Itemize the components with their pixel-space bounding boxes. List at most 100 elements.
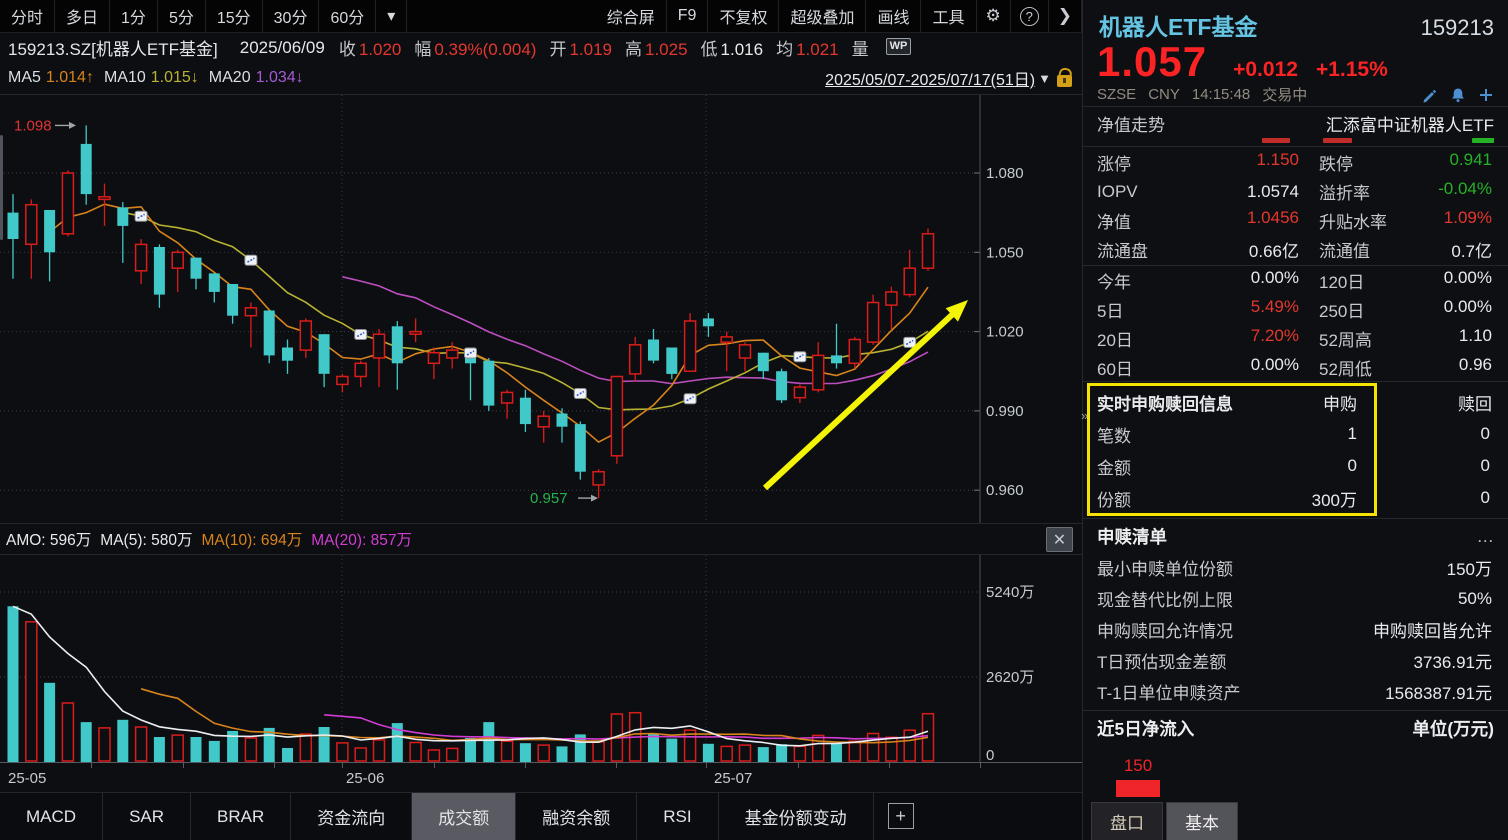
quote-field: 量 — [851, 40, 869, 59]
indicator-tab[interactable]: 资金流向 — [291, 793, 413, 840]
add-watch-icon[interactable] — [1478, 87, 1494, 103]
ma-legend-row: MA5 1.014↑ MA10 1.015↓ MA20 1.034↓ 2025/05/07… — [0, 62, 1082, 95]
panel-collapse-icon[interactable]: » — [1081, 408, 1089, 423]
nav-trend-row[interactable]: 净值走势 汇添富中证机器人ETF — [1097, 108, 1494, 138]
svg-text:1.080: 1.080 — [986, 165, 1024, 182]
clipped-value-fragment — [1323, 138, 1352, 143]
toolbar-period-item[interactable]: 1分 — [110, 0, 158, 32]
toolbar-tool-item[interactable]: 工具 — [921, 0, 977, 32]
time-axis-tick — [525, 763, 526, 768]
date-range-selector[interactable]: 2025/05/07-2025/07/17(51日) — [825, 72, 1036, 89]
toolbar-tool-item[interactable]: 超级叠加 — [779, 0, 867, 32]
price-change: +0.012 — [1233, 58, 1298, 81]
gear-icon[interactable]: ⚙ — [977, 0, 1011, 32]
price-change-pct: +1.15% — [1315, 58, 1388, 81]
chart-scroll-strip[interactable] — [0, 135, 3, 240]
panel-tab[interactable]: 盘口 — [1091, 802, 1163, 840]
svg-text:0.990: 0.990 — [986, 403, 1024, 420]
fund-name: 机器人ETF基金 — [1099, 14, 1258, 40]
chevron-right-icon[interactable]: ❯ — [1049, 0, 1082, 32]
volume-chart[interactable]: 5240万 2620万 0 — [0, 555, 1082, 764]
candlestick-chart[interactable]: 1.080 1.050 1.020 0.990 0.960 1.098 0.957 — [0, 95, 1082, 523]
indicator-tab[interactable]: 融资余额 — [516, 793, 638, 840]
quote-info-row: 159213.SZ[机器人ETF基金] 2025/06/09 收 1.020 幅 0.… — [0, 33, 1082, 66]
wp-badge-icon[interactable]: WP — [885, 38, 912, 55]
chevron-down-icon[interactable]: ▼ — [1038, 70, 1051, 86]
ma-legend-item: MA20 1.034↓ — [208, 69, 304, 86]
netflow-unit: 单位(万元) — [1412, 718, 1494, 739]
panel-tab-bar: 盘口 基本 — [1083, 802, 1508, 840]
last-price: 1.057 — [1097, 38, 1208, 85]
netflow-header: 近5日净流入 — [1097, 718, 1195, 739]
symbol-label: 159213.SZ[机器人ETF基金] — [8, 40, 218, 59]
clipped-value-fragment — [1262, 138, 1290, 143]
time-axis-label: 25-06 — [346, 770, 385, 787]
buy-column-header: 申购 — [1323, 394, 1357, 414]
toolbar-tool-item[interactable]: 综合屏 — [596, 0, 667, 32]
indicator-tab[interactable]: 基金份额变动 — [719, 793, 874, 840]
nav-trend-label: 净值走势 — [1097, 115, 1165, 135]
quote-field: 均 1.021 — [776, 40, 839, 59]
time-axis-tick — [274, 763, 275, 768]
netflow-bar-value: 150 — [1123, 756, 1153, 775]
indicator-tab[interactable]: 成交额 — [412, 793, 517, 840]
quote-field: 高 1.025 — [625, 40, 688, 59]
svg-text:0.960: 0.960 — [986, 482, 1024, 499]
svg-text:2620万: 2620万 — [986, 669, 1034, 686]
time-axis-label: 25-05 — [8, 770, 47, 787]
quote-time: 14:15:48 — [1191, 86, 1251, 103]
toolbar-spacer — [407, 0, 595, 32]
panel-tab[interactable]: 基本 — [1166, 802, 1238, 840]
volume-ma-label: MA(5): 580万 — [100, 532, 193, 549]
underlying-fund-name: 汇添富中证机器人ETF — [1325, 115, 1494, 135]
toolbar-tool-item[interactable]: 画线 — [866, 0, 922, 32]
toolbar-period-item[interactable]: 30分 — [263, 0, 320, 32]
quote-panel: » 机器人ETF基金 159213 1.057 +0.012 +1.15% SZ… — [1081, 0, 1508, 840]
time-axis-tick — [434, 763, 435, 768]
toolbar-period-item[interactable]: 5分 — [158, 0, 206, 32]
svg-text:0: 0 — [986, 747, 994, 762]
exchange-label: SZSE — [1097, 86, 1137, 103]
subscribe-row: 份额 300万 0 — [1097, 488, 1490, 510]
creation-list-row: 申购赎回允许情况 申购赎回皆允许 — [1097, 622, 1492, 641]
indicator-tab[interactable]: BRAR — [191, 793, 292, 840]
indicator-tab[interactable]: MACD — [0, 793, 104, 840]
quote-field: 收 1.020 — [338, 40, 402, 59]
quote-field: 低 1.016 — [700, 40, 764, 59]
netflow-bar — [1116, 780, 1160, 797]
more-icon[interactable]: … — [1476, 525, 1495, 546]
toolbar-period-item[interactable]: 60分 — [319, 0, 377, 32]
time-axis-tick — [91, 763, 92, 768]
toolbar-tool-item[interactable]: F9 — [667, 0, 709, 32]
volume-ma-label: MA(20): 857万 — [311, 532, 413, 549]
unlock-icon[interactable] — [1057, 75, 1072, 87]
help-icon[interactable]: ? — [1011, 0, 1049, 32]
clipped-value-fragment — [1472, 138, 1494, 143]
toolbar-tool-item[interactable]: 不复权 — [708, 0, 780, 32]
edit-icon[interactable] — [1422, 87, 1438, 103]
creation-list-header: 申赎清单 — [1097, 526, 1167, 547]
subscribe-header: 实时申购赎回信息 — [1097, 394, 1233, 414]
quote-field: 开 1.019 — [549, 40, 612, 59]
indicator-tab[interactable]: RSI — [637, 793, 719, 840]
perf-row: 今年 0.00% 120日 0.00% — [1097, 268, 1492, 292]
volume-ma-label: MA(10): 694万 — [201, 532, 303, 549]
add-indicator-icon[interactable]: + — [887, 803, 914, 829]
toolbar-period-item[interactable]: 分时 — [0, 0, 56, 32]
indicator-tab[interactable]: SAR — [103, 793, 192, 840]
time-axis-tick — [342, 763, 343, 768]
close-icon[interactable]: ✕ — [1046, 527, 1073, 552]
toolbar-period-item[interactable]: 多日 — [55, 0, 111, 32]
volume-svg: 5240万 2620万 0 — [0, 555, 1034, 764]
bell-icon[interactable] — [1450, 87, 1466, 103]
perf-row: 60日 0.00% 52周低 0.96 — [1097, 355, 1492, 379]
toolbar-period-item[interactable]: ▾ — [376, 0, 408, 32]
toolbar-period-item[interactable]: 15分 — [206, 0, 263, 32]
subscribe-row: 金额 0 0 — [1097, 456, 1490, 478]
subscribe-header-row: 实时申购赎回信息 申购 赎回 — [1097, 386, 1494, 418]
stat-row: IOPV 1.0574 溢折率 -0.04% — [1097, 179, 1492, 203]
volume-indicator-header: AMO: 596万 MA(5): 580万 MA(10): 694万 MA(20): … — [0, 523, 1082, 555]
trading-status: 交易中 — [1262, 87, 1308, 104]
ma-legend-item: MA5 1.014↑ — [8, 69, 94, 86]
